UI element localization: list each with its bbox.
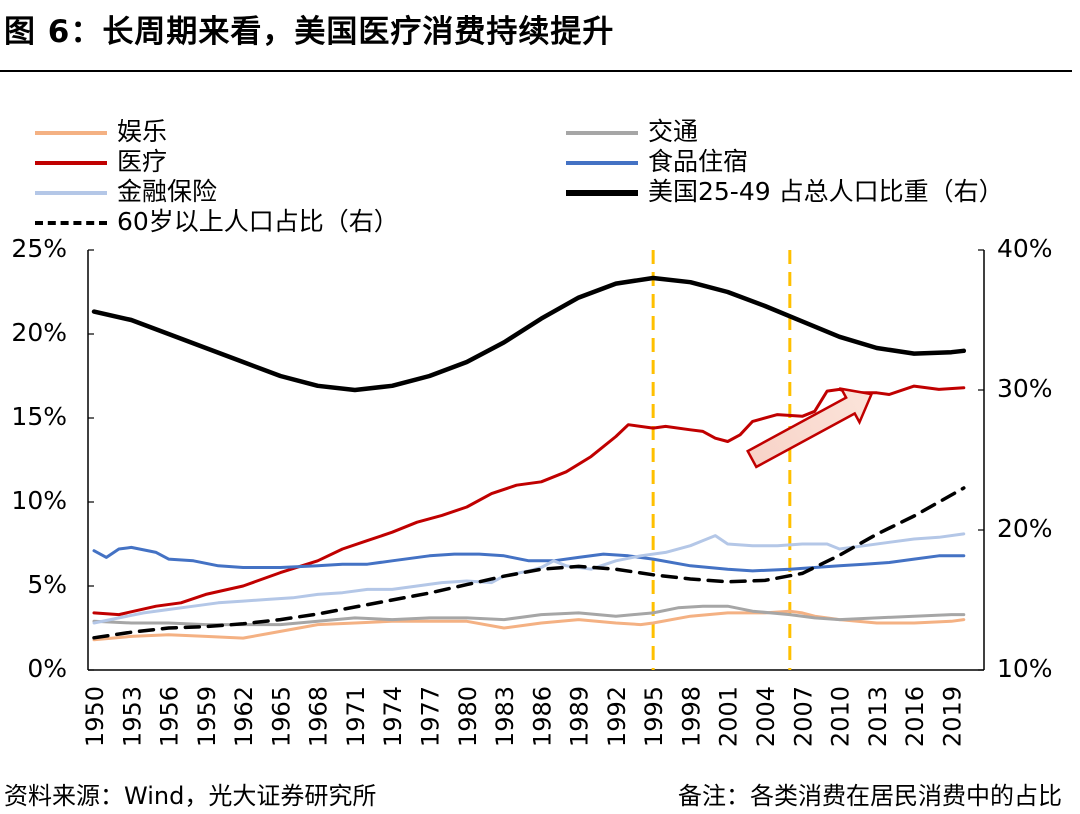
legend-swatch — [35, 191, 107, 195]
trend-arrow-shape — [746, 387, 874, 469]
figure-title: 图 6：长周期来看，美国医疗消费持续提升 — [4, 14, 615, 50]
x-tick-label: 1953 — [118, 686, 146, 747]
series-group — [91, 275, 967, 642]
legend-label: 美国25-49 占总人口比重（右） — [648, 177, 1004, 206]
y-left-tick-label: 15% — [11, 402, 67, 431]
x-tick-label: 2013 — [864, 686, 892, 747]
x-tick-label: 1950 — [81, 686, 109, 747]
source-note: 资料来源：Wind，光大证券研究所 — [4, 782, 377, 810]
x-tick-label: 2001 — [715, 686, 743, 747]
legend-label: 交通 — [648, 117, 699, 146]
legend-label: 金融保险 — [117, 177, 218, 206]
chart-note: 备注：各类消费在居民消费中的占比 — [678, 782, 1062, 810]
legend-swatch — [566, 161, 638, 165]
x-tick-label: 1971 — [342, 686, 370, 747]
y-left-tick-label: 10% — [11, 486, 67, 515]
x-tick-label: 1995 — [640, 686, 668, 747]
x-tick-label: 2004 — [752, 686, 780, 747]
x-tick-label: 2007 — [789, 686, 817, 747]
x-tick-label: 1983 — [491, 686, 519, 747]
y-left-tick-label: 5% — [27, 570, 67, 599]
series-line — [91, 275, 967, 393]
x-tick-label: 1962 — [230, 686, 258, 747]
x-tick-label: 1965 — [267, 686, 295, 747]
series-line — [92, 545, 966, 573]
y-right-tick-label: 30% — [997, 374, 1053, 403]
series-line — [92, 486, 966, 640]
x-tick-label: 1986 — [528, 686, 556, 747]
x-tick-label: 2016 — [901, 686, 929, 747]
legend-swatch — [35, 161, 107, 165]
x-tick-label: 2019 — [938, 686, 966, 747]
y-left-tick-label: 0% — [27, 654, 67, 683]
legend-swatch — [566, 131, 638, 135]
legend-label: 60岁以上人口占比（右） — [117, 207, 399, 236]
y-left-tick-label: 20% — [11, 318, 67, 347]
x-tick-label: 1989 — [566, 686, 594, 747]
legend-swatch — [35, 221, 107, 225]
legend-label: 医疗 — [117, 147, 168, 176]
ticks — [88, 249, 984, 671]
highlight-lines — [651, 250, 792, 670]
x-tick-label: 1998 — [677, 686, 705, 747]
y-right-tick-label: 40% — [997, 234, 1053, 263]
trend-arrow — [746, 387, 874, 469]
axes — [87, 250, 985, 671]
y-left-tick-label: 25% — [11, 234, 67, 263]
x-tick-label: 1959 — [193, 686, 221, 747]
y-right-tick-label: 10% — [997, 654, 1053, 683]
series-line — [92, 532, 966, 625]
legend-swatch — [566, 190, 638, 196]
legend-label: 食品住宿 — [648, 147, 749, 176]
x-tick-label: 1974 — [379, 686, 407, 747]
x-tick-label: 1977 — [417, 686, 445, 747]
x-tick-label: 1956 — [156, 686, 184, 747]
y-right-tick-label: 20% — [997, 514, 1053, 543]
x-tick-label: 1980 — [454, 686, 482, 747]
legend-label: 娱乐 — [117, 117, 168, 146]
x-tick-label: 1968 — [305, 686, 333, 747]
x-tick-label: 2010 — [827, 686, 855, 747]
x-tick-labels: 1950 1953 1956 1959 1962 1965 1968 1971 1974 1977… — [81, 686, 966, 747]
x-tick-label: 1992 — [603, 686, 631, 747]
series-line — [92, 604, 966, 627]
legend-swatch — [35, 131, 107, 135]
title-rule — [0, 70, 1072, 72]
